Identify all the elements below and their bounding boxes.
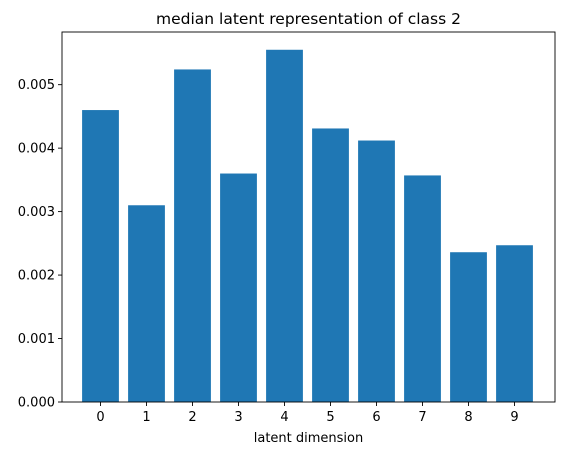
x-tick-label: 7 xyxy=(418,410,426,425)
x-tick-label: 2 xyxy=(188,410,196,425)
x-tick-label: 5 xyxy=(326,410,334,425)
bar-7 xyxy=(404,175,441,402)
bar-8 xyxy=(450,252,487,402)
bar-3 xyxy=(220,173,257,402)
bar-2 xyxy=(174,69,211,403)
y-tick-label: 0.002 xyxy=(18,269,55,284)
y-tick-label: 0.001 xyxy=(18,332,55,347)
x-tick-label: 0 xyxy=(96,410,104,425)
x-axis-ticks: 0 1 2 3 4 5 6 7 8 9 xyxy=(96,402,519,425)
y-tick-label: 0.003 xyxy=(18,205,55,220)
x-tick-label: 1 xyxy=(142,410,150,425)
x-tick-label: 8 xyxy=(464,410,472,425)
plot-frame xyxy=(61,31,556,403)
x-tick-label: 3 xyxy=(234,410,242,425)
bar-6 xyxy=(358,140,395,402)
y-tick-label: 0.004 xyxy=(18,142,55,157)
x-tick-label: 6 xyxy=(372,410,380,425)
chart-title: median latent representation of class 2 xyxy=(156,10,461,28)
bar-5 xyxy=(312,128,349,402)
bar-0 xyxy=(82,110,119,402)
x-tick-label: 9 xyxy=(510,410,518,425)
bar-4 xyxy=(266,49,303,403)
bars-group xyxy=(82,49,533,403)
bar-9 xyxy=(496,245,533,402)
x-tick-label: 4 xyxy=(280,410,288,425)
y-tick-label: 0.005 xyxy=(18,78,55,93)
x-axis-label: latent dimension xyxy=(254,431,363,446)
y-axis-ticks: 0.000 0.001 0.002 0.003 0.004 0.005 xyxy=(18,78,62,411)
bar-1 xyxy=(128,205,165,402)
y-tick-label: 0.000 xyxy=(18,396,55,411)
